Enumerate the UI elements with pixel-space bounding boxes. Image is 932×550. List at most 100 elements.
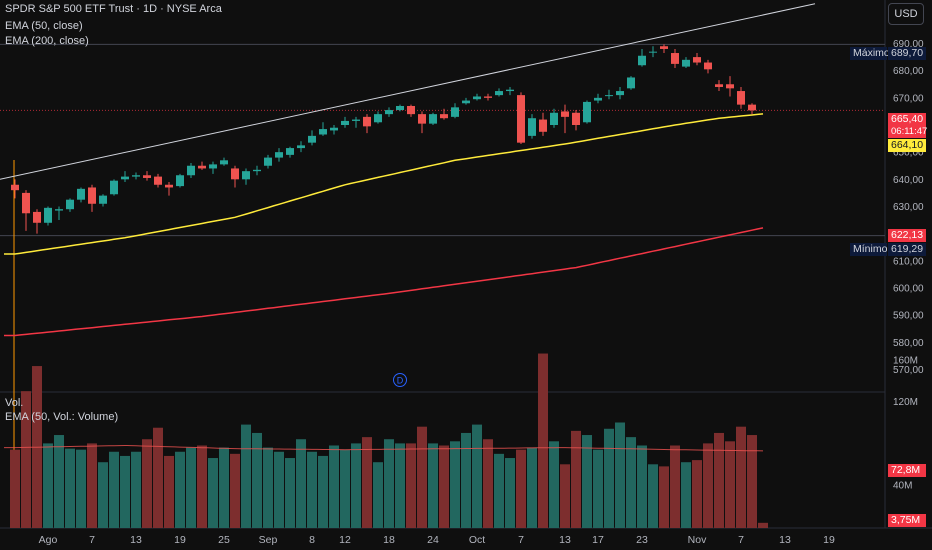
max-value: 689,70 (888, 47, 926, 60)
candle-body (660, 46, 668, 49)
candle-body (22, 192, 30, 214)
volume-bar (626, 437, 636, 528)
candle-body (220, 160, 228, 165)
volume-bar (538, 353, 548, 528)
candle-body (308, 135, 316, 143)
price-tick-label: 630,00 (893, 202, 924, 213)
ema200-legend[interactable]: EMA (200, close) (5, 35, 89, 47)
candle-body (605, 95, 613, 97)
volume-bar (54, 435, 64, 528)
candle-body (682, 59, 690, 67)
event-marker[interactable]: D (393, 373, 407, 387)
volume-tick-label: 120M (893, 397, 918, 408)
volume-bar (142, 439, 152, 528)
volume-bar (131, 451, 141, 528)
time-tick-label: 13 (559, 534, 571, 546)
countdown-tag: 06:11:47 (888, 125, 927, 138)
volume-bar (153, 427, 163, 528)
candle-body (495, 91, 503, 96)
price-tick-label: 670,00 (893, 93, 924, 104)
volume-ema-line (4, 444, 764, 452)
trend-channel (0, 3, 816, 180)
volume-bar (351, 443, 361, 528)
volume-bar (406, 443, 416, 528)
volume-ema-legend[interactable]: EMA (50, Vol.: Volume) (5, 411, 119, 423)
volume-bar (615, 422, 625, 528)
time-tick-label: 7 (738, 534, 744, 546)
candle-body (198, 165, 206, 169)
volume-bar (659, 466, 669, 528)
volume-bar (296, 439, 306, 528)
volume-bar (318, 455, 328, 528)
volume-bar (648, 464, 658, 528)
volume-bar (461, 432, 471, 528)
volume-bar (593, 449, 603, 528)
candle-body (11, 184, 19, 191)
time-tick-label: 7 (89, 534, 95, 546)
volume-bar (362, 437, 372, 528)
volume-bar (230, 453, 240, 528)
volume-bar (560, 464, 570, 528)
ema200-value-tag: 622,13 (888, 229, 926, 242)
volume-bar (549, 441, 559, 528)
volume-tick-label: 40M (893, 481, 912, 492)
ema50-value-tag: 664,10 (888, 139, 926, 152)
time-tick-label: 19 (823, 534, 835, 546)
volume-bars (10, 353, 768, 528)
candle-body (528, 118, 536, 136)
ema200-series (4, 227, 764, 337)
volume-bar (164, 455, 174, 528)
volume-bar (692, 460, 702, 528)
ema50-legend[interactable]: EMA (50, close) (5, 20, 83, 32)
time-tick-label: 13 (779, 534, 791, 546)
time-tick-label: Sep (259, 534, 278, 546)
time-tick-label: Nov (688, 534, 707, 546)
candle-body (517, 95, 525, 143)
volume-bar (516, 449, 526, 528)
ema50-line (4, 113, 764, 255)
candle-body (286, 148, 294, 155)
volume-ema-series (4, 444, 764, 452)
candle-body (121, 176, 129, 180)
volume-bar (527, 447, 537, 528)
volume-bar (373, 462, 383, 528)
volume-bar (21, 391, 31, 528)
candle-body (176, 175, 184, 187)
price-tick-label: 590,00 (893, 311, 924, 322)
price-tick-label: 570,00 (893, 365, 924, 376)
volume-bar (98, 462, 108, 528)
chart-title[interactable]: SPDR S&P 500 ETF Trust · 1D · NYSE Arca (5, 3, 222, 15)
volume-bar (384, 439, 394, 528)
candle-body (275, 152, 283, 158)
candle-body (341, 120, 349, 125)
candle-body (418, 114, 426, 124)
time-tick-label: Oct (469, 534, 485, 546)
volume-bar (208, 458, 218, 528)
candlestick-series (11, 44, 756, 234)
candle-body (110, 180, 118, 195)
price-tick-label: 640,00 (893, 175, 924, 186)
volume-legend[interactable]: Vol. (5, 397, 24, 409)
time-tick-label: 25 (218, 534, 230, 546)
candle-body (583, 101, 591, 123)
currency-button[interactable]: USD (888, 3, 924, 25)
volume-bar (197, 445, 207, 528)
volume-bar (274, 451, 284, 528)
time-tick-label: 7 (518, 534, 524, 546)
candle-body (671, 53, 679, 64)
volume-ema-tag: 72,8M (888, 464, 926, 477)
price-tick-label: 600,00 (893, 283, 924, 294)
candle-body (561, 111, 569, 117)
time-tick-label: 12 (339, 534, 351, 546)
price-tick-label: 690,00 (893, 39, 924, 50)
volume-bar (252, 432, 262, 528)
volume-bar (670, 445, 680, 528)
volume-bar (285, 458, 295, 528)
max-label: Máximo (850, 47, 890, 60)
candle-body (451, 107, 459, 117)
volume-bar (241, 424, 251, 528)
volume-bar (571, 430, 581, 528)
volume-last-tag: 3,75M (888, 514, 926, 527)
candle-body (231, 168, 239, 180)
